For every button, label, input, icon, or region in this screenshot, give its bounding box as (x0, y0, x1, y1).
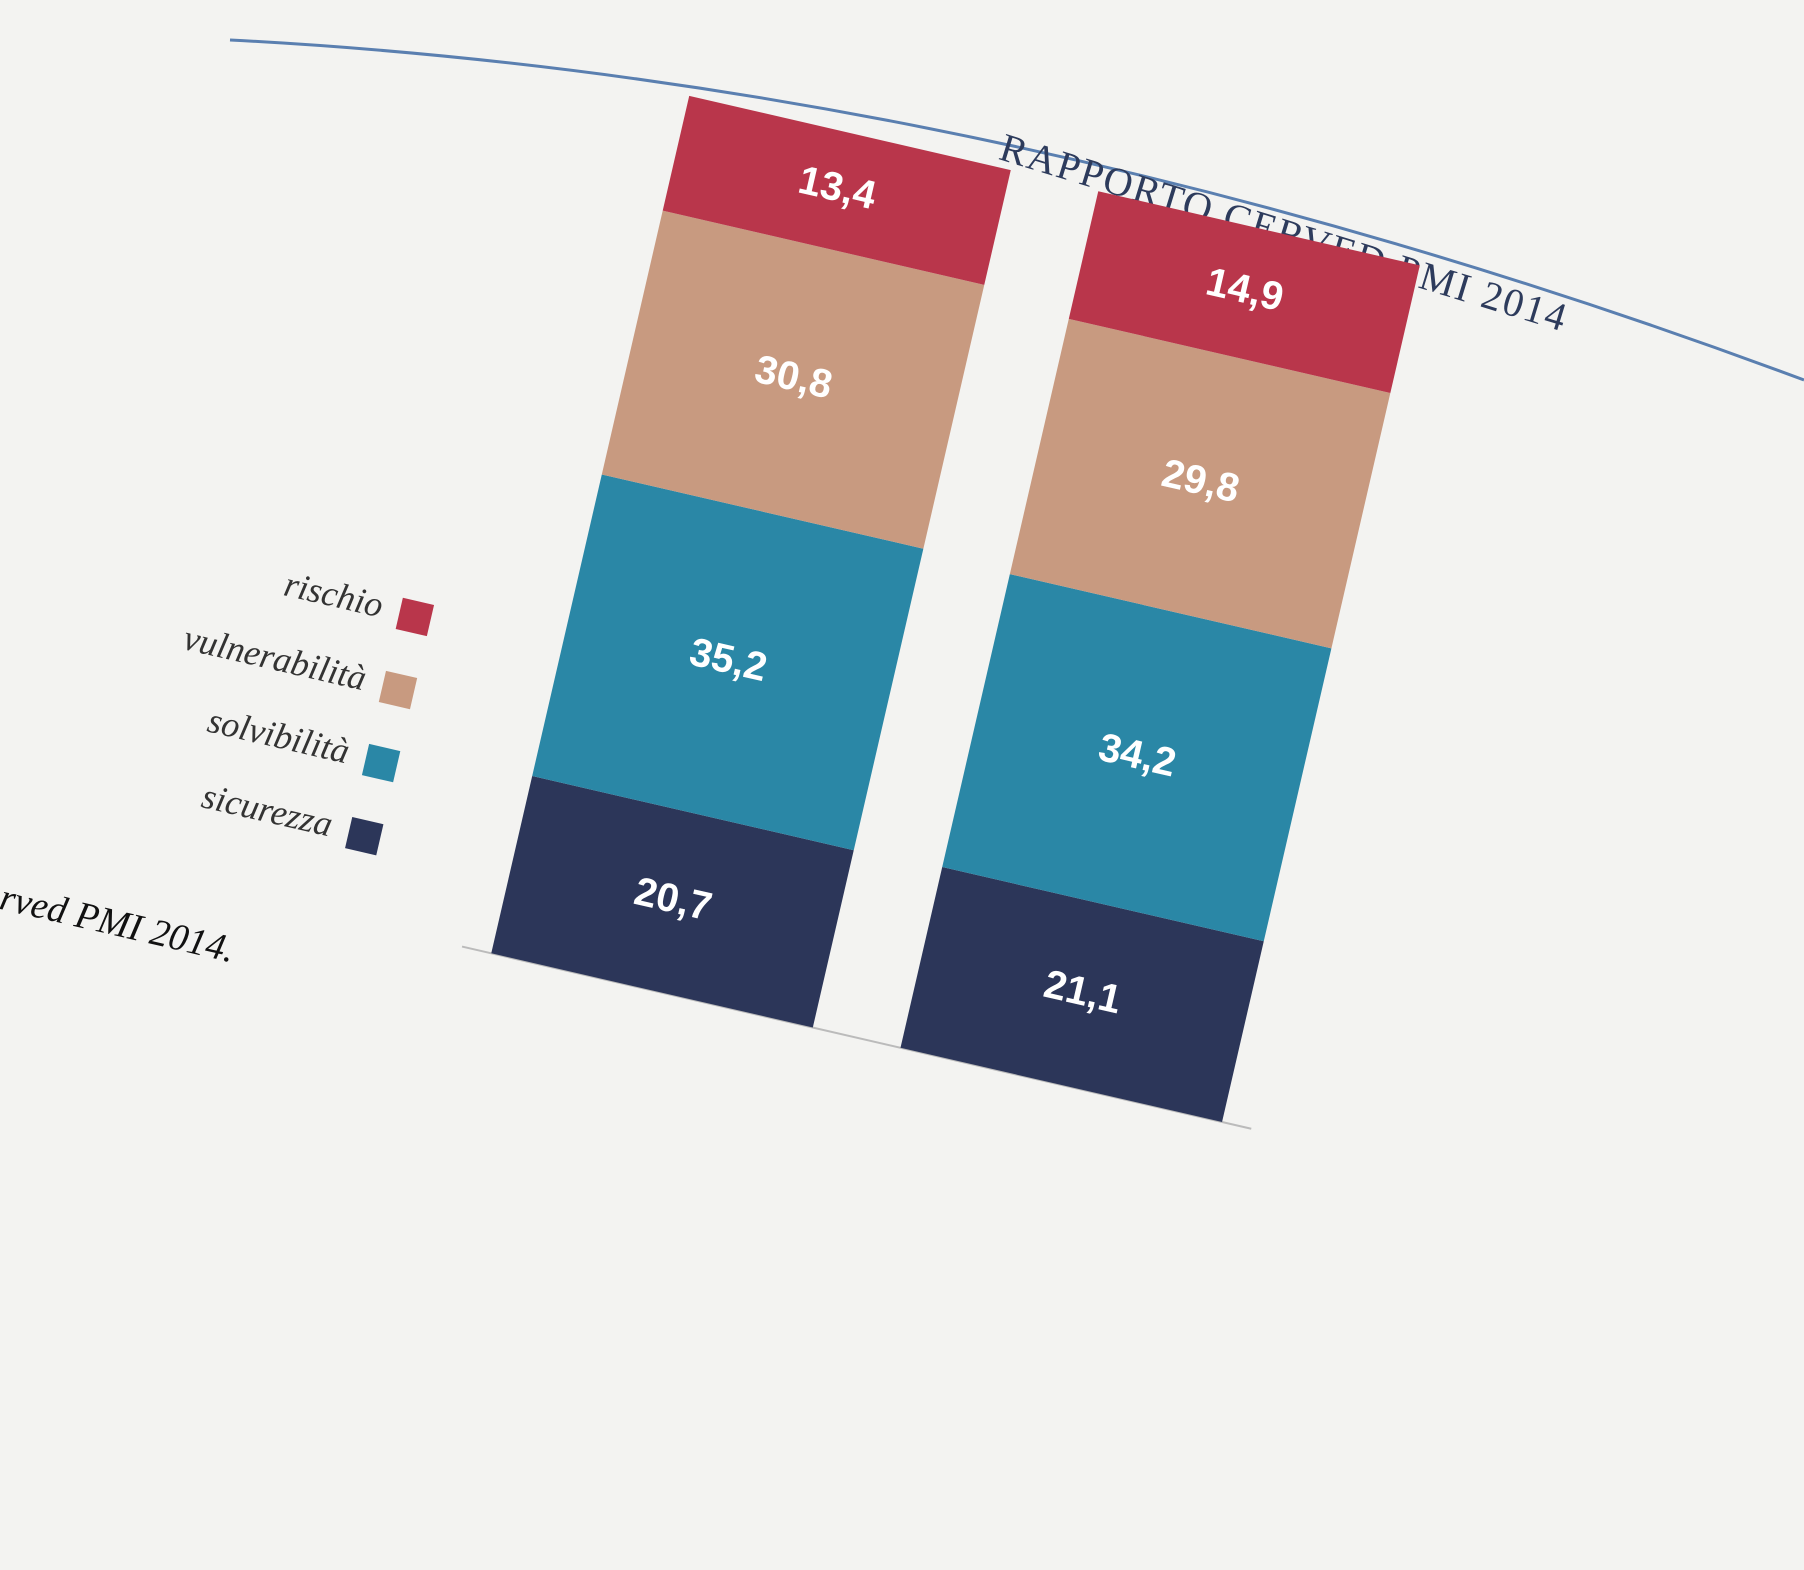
bar-segment (1068, 191, 1420, 394)
bar-segment (532, 474, 924, 851)
bar-segment (1009, 318, 1391, 649)
header-rule (229, 38, 1804, 382)
bar-segment (491, 775, 854, 1028)
legend-swatch (345, 817, 384, 856)
legend-swatch (395, 597, 435, 637)
legend-swatch (378, 670, 418, 710)
plot: 20,735,230,813,421,134,229,814,9 (461, 95, 1420, 1130)
bar-segment (942, 574, 1332, 942)
bar-segment (601, 210, 985, 549)
legend-swatch (361, 743, 401, 783)
bar-segment (900, 867, 1264, 1123)
bar-segment (662, 95, 1011, 285)
